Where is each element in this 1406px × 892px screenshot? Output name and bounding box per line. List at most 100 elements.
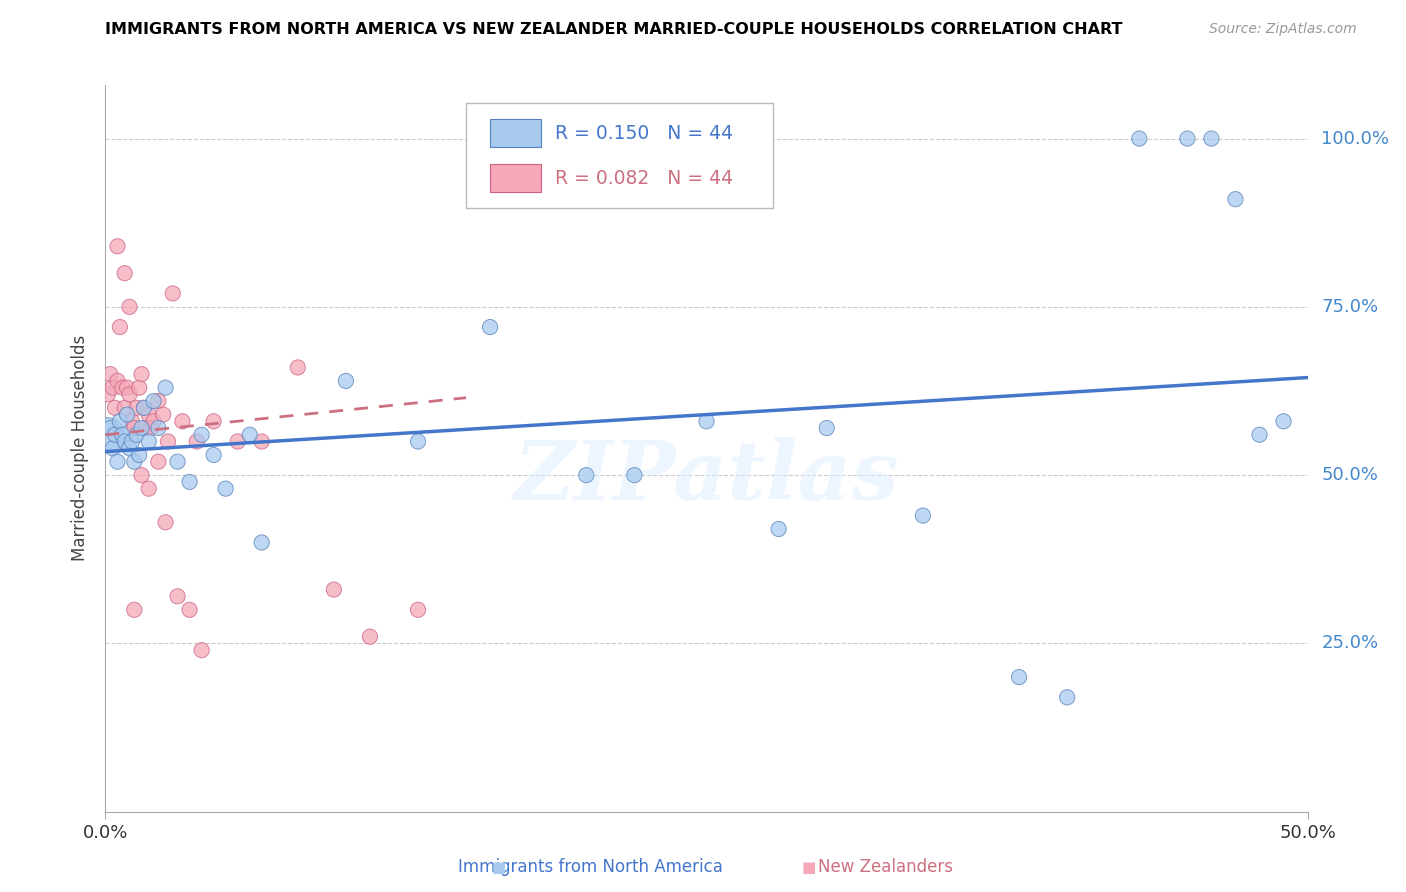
Point — [138, 482, 160, 496]
Point — [179, 603, 201, 617]
Point — [359, 630, 381, 644]
Point — [250, 535, 273, 549]
Point — [132, 401, 155, 415]
Point — [287, 360, 309, 375]
Point — [111, 427, 134, 442]
FancyBboxPatch shape — [465, 103, 773, 209]
Point — [479, 320, 502, 334]
Point — [132, 401, 155, 415]
Text: ■: ■ — [492, 860, 506, 874]
Point — [142, 414, 165, 428]
Point — [104, 401, 127, 415]
Point — [104, 427, 127, 442]
Point — [156, 434, 179, 449]
Point — [322, 582, 344, 597]
Point — [1008, 670, 1031, 684]
Point — [135, 421, 157, 435]
Point — [142, 394, 165, 409]
Point — [107, 374, 129, 388]
Text: ZIPatlas: ZIPatlas — [513, 437, 900, 517]
Point — [118, 387, 141, 401]
Text: 50.0%: 50.0% — [1322, 467, 1378, 484]
Point — [97, 387, 120, 401]
Point — [118, 442, 141, 455]
Point — [114, 266, 136, 280]
Point — [108, 414, 131, 428]
Point — [148, 394, 170, 409]
Point — [124, 455, 146, 469]
Point — [202, 414, 225, 428]
Point — [115, 408, 138, 422]
Point — [131, 421, 153, 435]
Point — [138, 408, 160, 422]
Point — [111, 381, 134, 395]
Point — [1225, 192, 1247, 206]
Point — [214, 482, 236, 496]
Point — [121, 434, 143, 449]
Point — [101, 442, 124, 455]
Point — [131, 367, 153, 381]
Point — [815, 421, 838, 435]
Point — [406, 603, 429, 617]
Point — [696, 414, 718, 428]
Point — [911, 508, 934, 523]
Point — [107, 455, 129, 469]
Point — [121, 414, 143, 428]
Point — [226, 434, 249, 449]
Point — [98, 367, 121, 381]
Point — [162, 286, 184, 301]
Point — [128, 381, 150, 395]
Point — [124, 421, 146, 435]
Point — [179, 475, 201, 489]
Point — [186, 434, 208, 449]
Point — [166, 590, 188, 604]
Point — [166, 455, 188, 469]
Point — [124, 603, 146, 617]
Point — [1056, 690, 1078, 705]
Point — [406, 434, 429, 449]
Bar — [491, 164, 541, 192]
Text: New Zealanders: New Zealanders — [818, 858, 953, 876]
Text: R = 0.150   N = 44: R = 0.150 N = 44 — [555, 124, 733, 143]
Point — [114, 401, 136, 415]
Point — [139, 421, 162, 435]
Point — [138, 434, 160, 449]
Point — [128, 448, 150, 462]
Point — [155, 381, 177, 395]
Point — [107, 239, 129, 253]
Point — [155, 516, 177, 530]
Text: 25.0%: 25.0% — [1322, 634, 1379, 652]
Point — [101, 381, 124, 395]
Text: Immigrants from North America: Immigrants from North America — [458, 858, 723, 876]
Point — [125, 427, 148, 442]
Point — [1272, 414, 1295, 428]
Text: R = 0.082   N = 44: R = 0.082 N = 44 — [555, 169, 733, 187]
Point — [190, 643, 212, 657]
Point — [1175, 131, 1198, 145]
Text: IMMIGRANTS FROM NORTH AMERICA VS NEW ZEALANDER MARRIED-COUPLE HOUSEHOLDS CORRELA: IMMIGRANTS FROM NORTH AMERICA VS NEW ZEA… — [105, 22, 1123, 37]
Point — [131, 468, 153, 483]
Point — [115, 381, 138, 395]
Point — [1201, 131, 1223, 145]
Point — [190, 427, 212, 442]
Point — [250, 434, 273, 449]
Point — [202, 448, 225, 462]
Point — [239, 427, 262, 442]
Point — [108, 320, 131, 334]
Point — [118, 300, 141, 314]
Y-axis label: Married-couple Households: Married-couple Households — [72, 335, 90, 561]
Text: 100.0%: 100.0% — [1322, 129, 1389, 147]
Bar — [491, 120, 541, 147]
Point — [98, 421, 121, 435]
Text: 75.0%: 75.0% — [1322, 298, 1379, 316]
Point — [575, 468, 598, 483]
Point — [148, 421, 170, 435]
Point — [1249, 427, 1271, 442]
Text: ■: ■ — [801, 860, 815, 874]
Point — [97, 427, 120, 442]
Point — [335, 374, 357, 388]
Point — [148, 455, 170, 469]
Point — [125, 401, 148, 415]
Point — [172, 414, 194, 428]
Point — [768, 522, 790, 536]
